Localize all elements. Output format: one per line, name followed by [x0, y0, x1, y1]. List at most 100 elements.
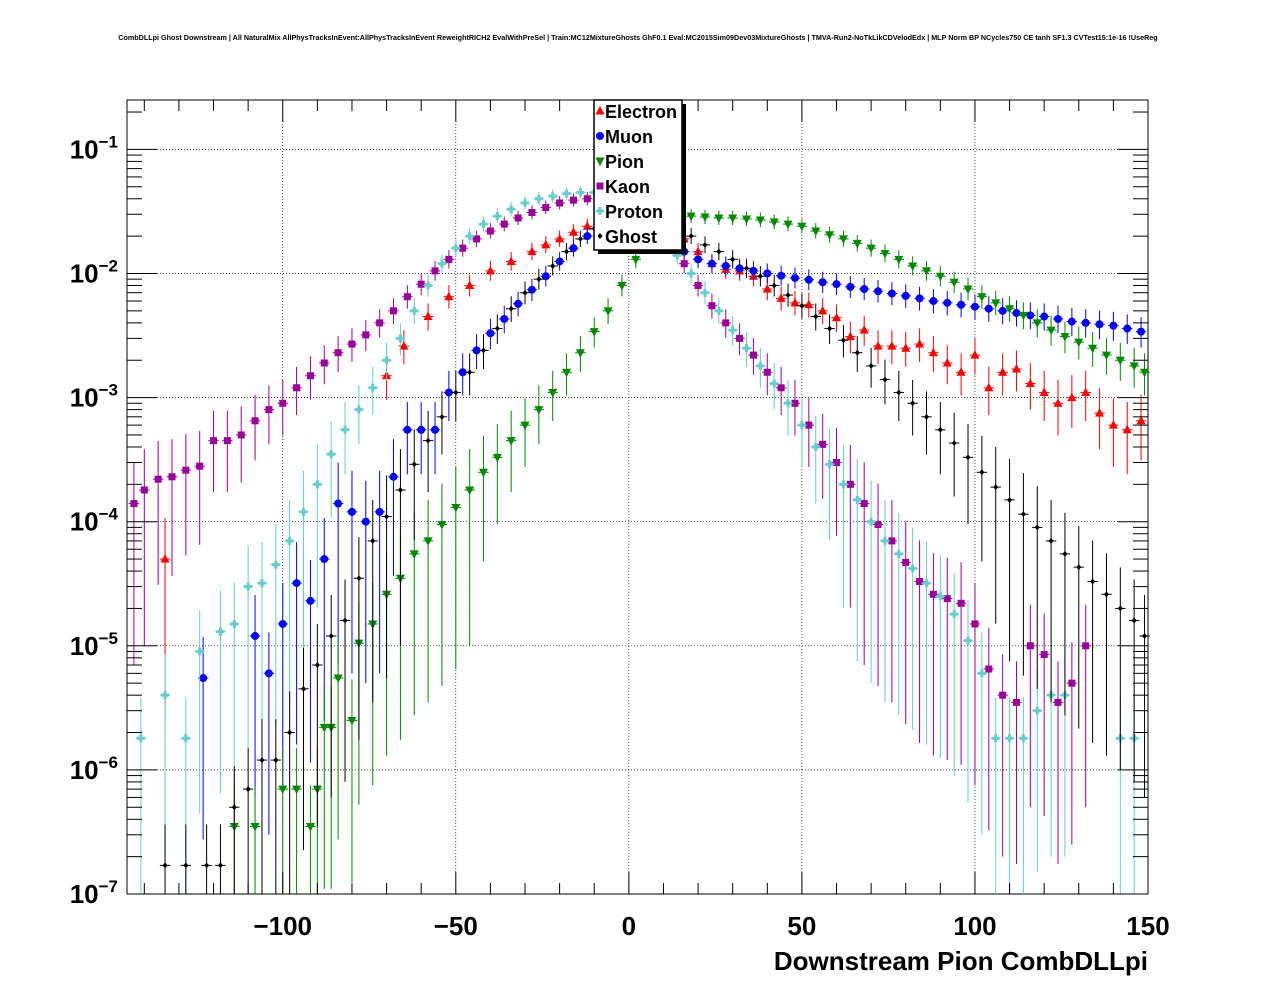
- data-point: [1046, 326, 1056, 336]
- data-point: [264, 669, 273, 678]
- y-tick-exponent: −6: [99, 753, 118, 772]
- data-point: [777, 271, 786, 280]
- data-point: [742, 344, 751, 353]
- data-point: [494, 325, 500, 332]
- x-tick-label: 150: [1126, 911, 1169, 941]
- data-point: [568, 227, 578, 236]
- data-point: [320, 359, 328, 367]
- y-tick-base: 10: [70, 879, 99, 909]
- data-point: [439, 413, 445, 420]
- data-point: [1019, 734, 1028, 743]
- y-tick-base: 10: [70, 631, 99, 661]
- data-point: [852, 239, 862, 249]
- data-point: [130, 500, 138, 508]
- data-point: [444, 291, 454, 301]
- data-point: [1020, 511, 1026, 518]
- data-point: [431, 425, 440, 434]
- data-point: [991, 299, 1001, 308]
- data-point: [714, 214, 724, 223]
- data-point: [265, 406, 273, 414]
- data-point: [411, 461, 417, 468]
- data-point: [500, 314, 509, 323]
- data-point: [230, 619, 239, 628]
- data-point: [853, 495, 862, 504]
- data-point: [700, 288, 709, 297]
- data-point: [467, 369, 473, 376]
- data-point: [403, 293, 411, 301]
- data-point: [993, 484, 999, 491]
- data-point: [397, 487, 403, 494]
- data-point: [182, 466, 190, 474]
- legend-marker: [596, 132, 604, 140]
- data-point: [839, 480, 848, 489]
- data-point: [555, 233, 565, 243]
- data-point: [577, 235, 583, 242]
- data-point: [564, 248, 570, 255]
- data-point: [1060, 333, 1070, 342]
- data-point: [902, 558, 910, 566]
- data-point: [334, 499, 343, 508]
- data-point: [818, 278, 827, 287]
- data-point: [818, 305, 828, 315]
- y-tick-base: 10: [70, 134, 99, 164]
- data-point: [528, 209, 536, 217]
- data-point: [744, 265, 750, 272]
- data-point: [583, 232, 592, 241]
- series-pion: [229, 208, 1150, 894]
- data-point: [347, 507, 356, 516]
- data-point: [204, 862, 210, 869]
- data-point: [354, 405, 363, 414]
- data-point: [1117, 605, 1123, 612]
- data-point: [1074, 338, 1084, 348]
- data-point: [333, 674, 343, 684]
- data-point: [771, 282, 777, 289]
- data-point: [368, 383, 377, 392]
- data-point: [459, 244, 467, 252]
- data-point: [901, 291, 910, 300]
- data-point: [423, 537, 433, 546]
- data-point: [506, 437, 516, 446]
- data-point: [313, 480, 322, 489]
- data-point: [770, 379, 779, 388]
- y-tick-exponent: −4: [99, 505, 119, 524]
- data-point: [1005, 305, 1015, 314]
- y-tick-exponent: −5: [99, 629, 118, 648]
- data-point: [465, 280, 475, 290]
- data-point: [1123, 324, 1132, 333]
- data-point: [292, 579, 301, 588]
- data-point: [963, 285, 973, 294]
- data-point: [888, 537, 896, 545]
- data-point: [569, 244, 578, 253]
- data-point: [562, 368, 572, 378]
- data-point: [943, 298, 952, 307]
- data-point: [1040, 651, 1048, 659]
- data-point: [562, 189, 571, 198]
- data-point: [278, 619, 287, 628]
- data-point: [328, 632, 334, 639]
- data-point: [845, 331, 855, 341]
- data-point: [492, 453, 502, 463]
- data-point: [749, 266, 758, 275]
- data-point: [970, 302, 979, 311]
- data-point: [168, 473, 176, 481]
- data-point: [1026, 642, 1034, 650]
- data-point: [790, 297, 800, 307]
- data-point: [231, 804, 237, 811]
- data-point: [825, 460, 834, 469]
- data-point: [292, 785, 302, 795]
- data-point: [522, 289, 528, 296]
- data-point: [700, 213, 710, 223]
- data-point: [278, 785, 288, 795]
- data-point: [991, 734, 1000, 743]
- data-point: [791, 399, 799, 407]
- data-point: [617, 282, 627, 291]
- data-point: [306, 372, 314, 380]
- data-point: [410, 306, 419, 315]
- data-point: [951, 440, 957, 447]
- data-point: [1095, 320, 1104, 329]
- legend-label: Muon: [605, 127, 653, 147]
- legend-label: Pion: [605, 152, 644, 172]
- data-point: [259, 757, 265, 764]
- data-point: [797, 421, 806, 430]
